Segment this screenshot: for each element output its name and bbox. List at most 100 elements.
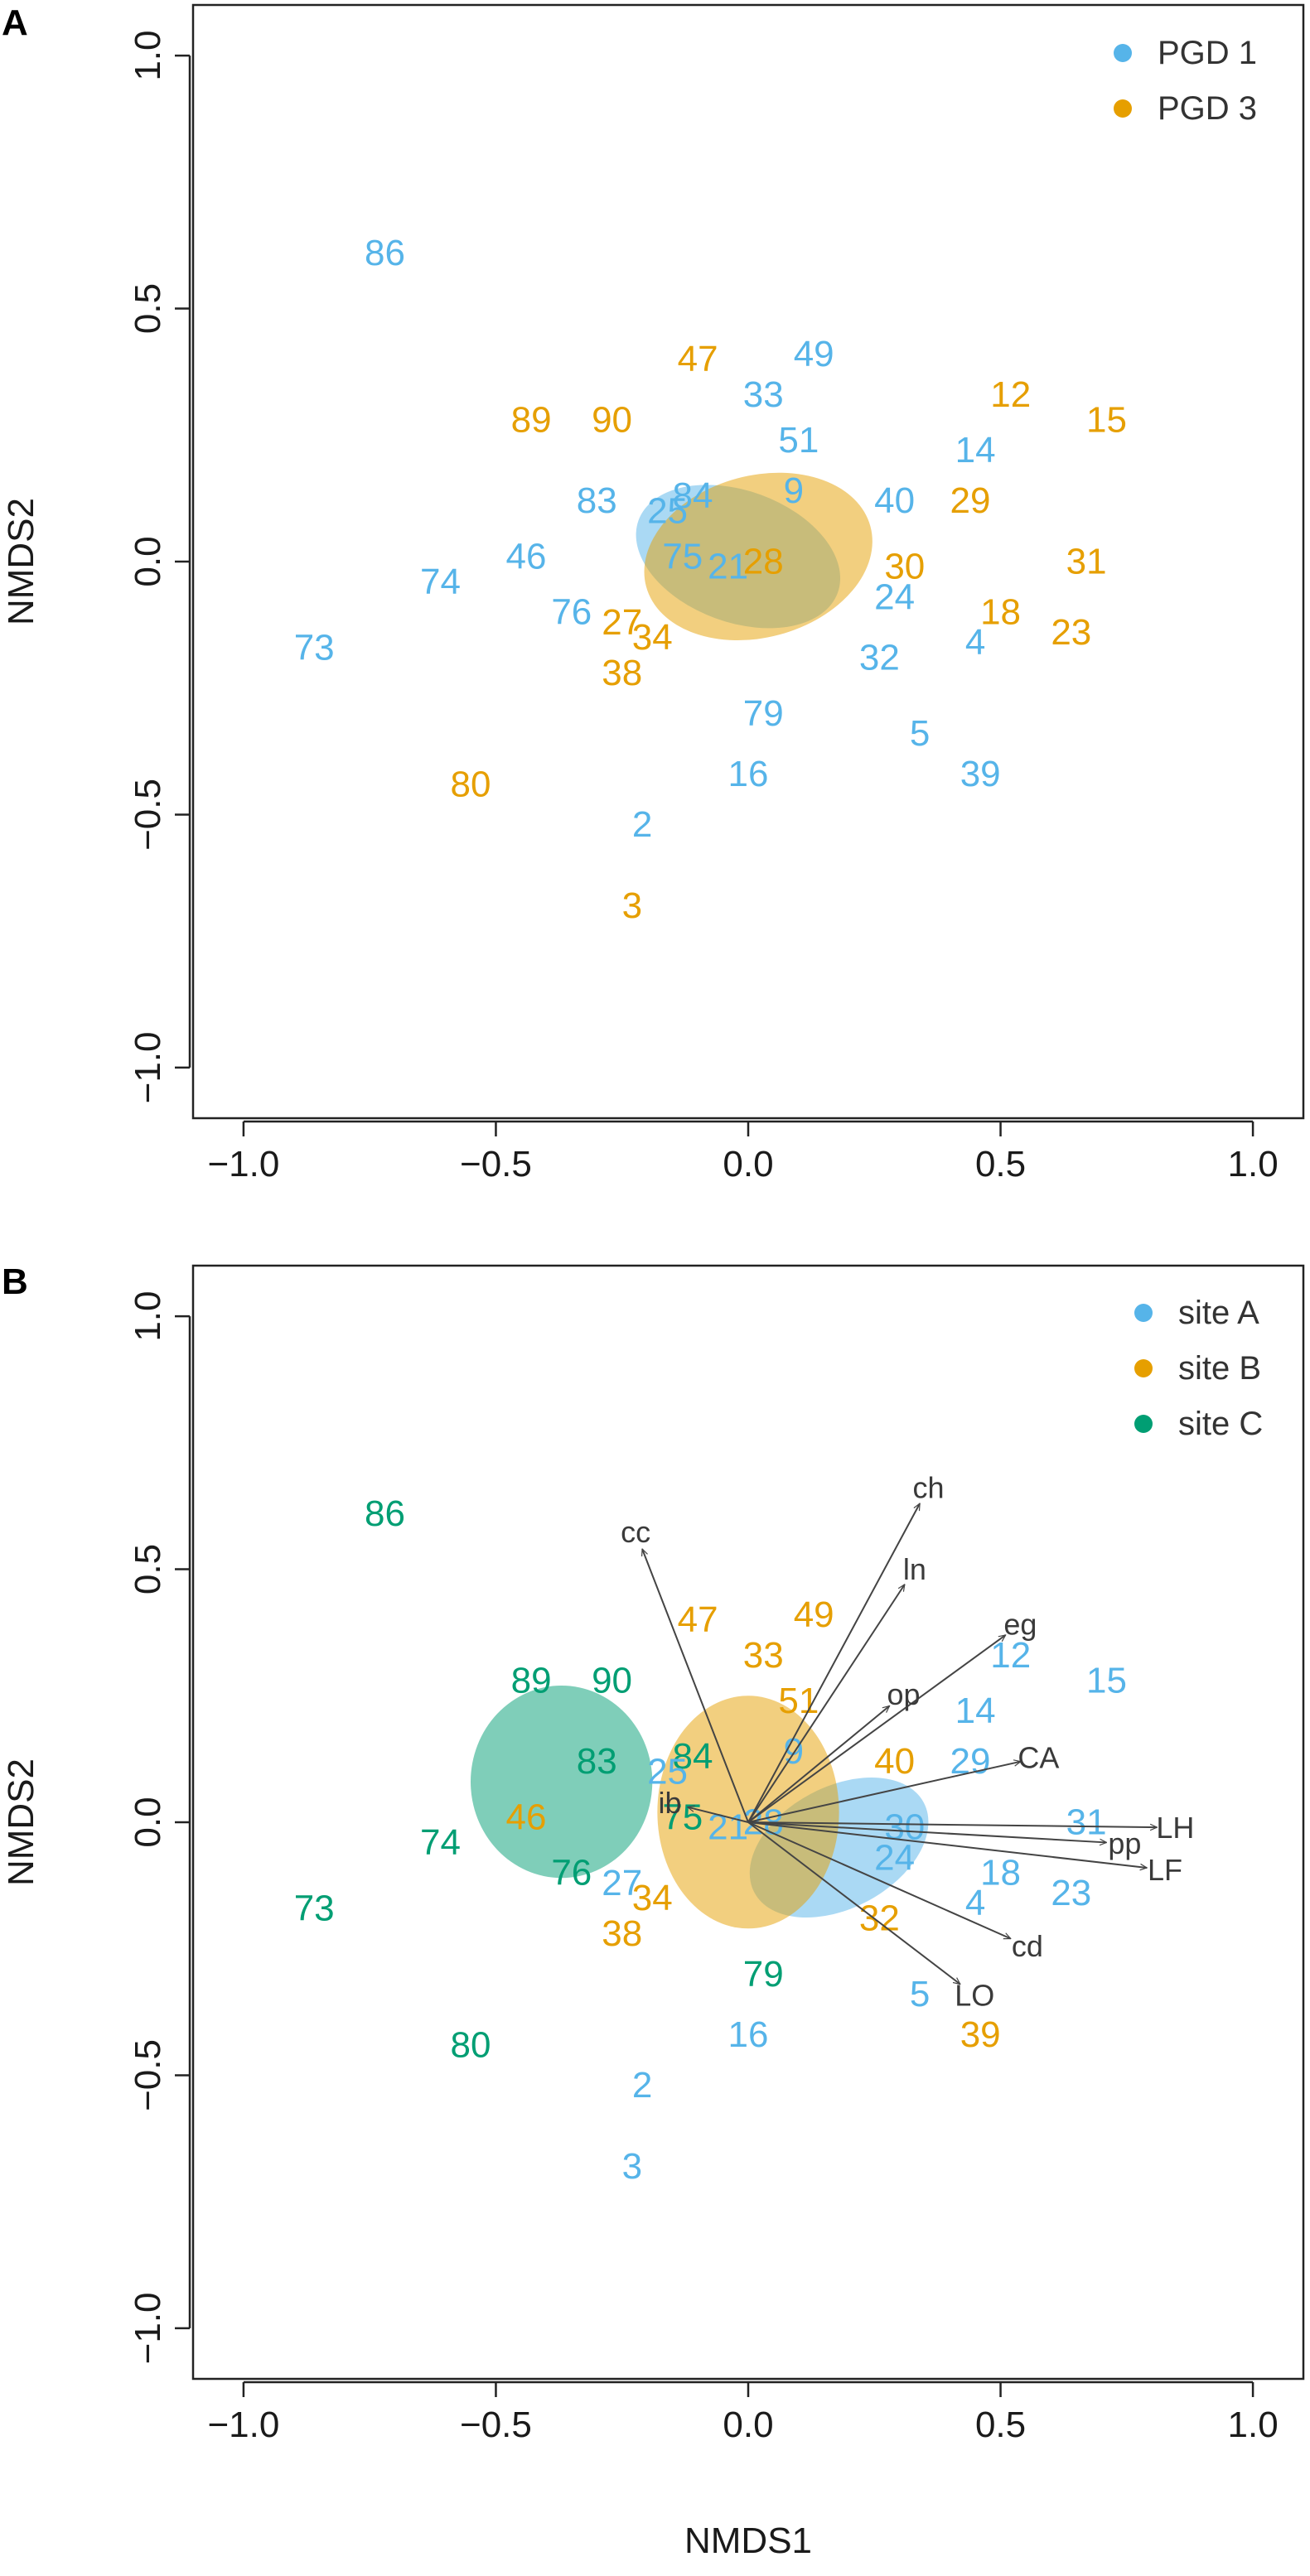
panel-a-x-tick-label: 0.5 — [975, 1144, 1026, 1184]
panel-a-x-tick-label: −0.5 — [460, 1144, 532, 1184]
panel-b-vector-label-cd: cd — [1012, 1929, 1043, 1963]
panel-a-point-23: 23 — [1051, 612, 1091, 653]
panel-a-point-27: 27 — [602, 602, 642, 643]
panel-b-vector-label-pp: pp — [1108, 1826, 1141, 1860]
panel-b-point-15: 15 — [1086, 1660, 1127, 1700]
panel-b-point-74: 74 — [420, 1822, 461, 1863]
panel-b-legend-marker-site-b — [1134, 1359, 1153, 1377]
panel-b-point-84: 84 — [673, 1736, 713, 1777]
panel-b-vector-label-ln: ln — [903, 1552, 926, 1586]
panel-a-letter: A — [2, 2, 28, 43]
panel-b-point-2: 2 — [632, 2065, 652, 2106]
panel-a-ellipses — [636, 472, 873, 641]
panel-a-y-tick-label: −0.5 — [128, 779, 168, 851]
panel-b-point-49: 49 — [794, 1594, 834, 1635]
panel-a-point-39: 39 — [960, 754, 1001, 794]
panel-a-point-16: 16 — [728, 754, 769, 794]
panel-a-point-47: 47 — [678, 339, 718, 379]
panel-a-y-tick-label: 0.0 — [128, 536, 168, 586]
panel-a-point-38: 38 — [602, 653, 642, 693]
panel-a-legend-marker-pgd-3 — [1114, 99, 1132, 118]
panel-a-point-33: 33 — [743, 374, 784, 415]
panel-a-point-31: 31 — [1066, 542, 1107, 582]
panel-b-letter: B — [2, 1261, 28, 1302]
panel-a-point-29: 29 — [950, 480, 991, 521]
panel-a-point-40: 40 — [874, 480, 915, 521]
panel-b-legend-label-site-a: site A — [1178, 1295, 1259, 1331]
panel-a-point-28: 28 — [743, 542, 784, 582]
panel-a-point-32: 32 — [859, 638, 900, 678]
panel-a-point-24: 24 — [874, 576, 915, 617]
panel-b-point-27: 27 — [602, 1863, 642, 1903]
panel-b-y-tick-label: −1.0 — [128, 2292, 168, 2364]
panel-b-point-16: 16 — [728, 2014, 769, 2055]
panel-a-point-4: 4 — [965, 622, 985, 663]
panel-a-y-tick-label: 1.0 — [128, 31, 168, 81]
panel-a-point-21: 21 — [708, 547, 748, 587]
panel-b-vector-label-LO: LO — [955, 1978, 994, 2012]
panel-a-legend-marker-pgd-1 — [1114, 44, 1132, 62]
panel-b-point-33: 33 — [743, 1635, 784, 1676]
panel-a-point-15: 15 — [1086, 399, 1127, 440]
panel-b-ellipse-site-c — [471, 1686, 653, 1879]
panel-a-point-74: 74 — [420, 562, 461, 602]
panel-b-vector-ch — [747, 1503, 921, 1823]
panel-a-y-axis: −1.0 −0.5 0.0 0.5 1.0 — [128, 31, 191, 1103]
panel-b-point-75: 75 — [662, 1797, 703, 1837]
panel-a-x-tick-label: −1.0 — [207, 1144, 279, 1184]
panel-b-vector-label-op: op — [887, 1677, 921, 1711]
panel-a-y-tick-label: −1.0 — [128, 1031, 168, 1103]
panel-a-point-5: 5 — [910, 713, 930, 754]
panel-a-point-49: 49 — [794, 334, 834, 374]
panel-b-vector-LO — [747, 1821, 960, 1984]
panel-b-point-34: 34 — [632, 1878, 673, 1918]
panel-b-x-axis-title: NMDS1 — [684, 2521, 812, 2561]
panel-b-point-40: 40 — [874, 1741, 915, 1782]
panel-b-vector-pp — [747, 1821, 1106, 1842]
panel-b-vector-eg — [747, 1635, 1006, 1823]
panel-b-vector-label-LH: LH — [1156, 1811, 1194, 1845]
panel-b-point-4: 4 — [965, 1883, 985, 1923]
panel-b-point-90: 90 — [592, 1660, 632, 1700]
panel-b-point-79: 79 — [743, 1954, 784, 1995]
panel-a-ellipse-pgd-3 — [644, 472, 873, 641]
panel-a-x-tick-label: 1.0 — [1228, 1144, 1279, 1184]
panel-b-vector-label-ib: ib — [659, 1786, 682, 1820]
panel-b-point-38: 38 — [602, 1913, 642, 1954]
panel-b-y-axis-title: NMDS2 — [1, 1758, 41, 1886]
panel-a-x-tick-label: 0.0 — [723, 1144, 773, 1184]
panel-b-point-46: 46 — [506, 1797, 547, 1837]
panel-a-point-76: 76 — [551, 592, 592, 633]
panel-b-point-18: 18 — [980, 1853, 1021, 1893]
panel-a-point-51: 51 — [778, 420, 819, 461]
panel-b-legend-marker-site-c — [1134, 1415, 1153, 1433]
panel-b-vector-cc — [642, 1549, 749, 1823]
panel-b-x-tick-label: 1.0 — [1228, 2405, 1279, 2445]
panel-b-point-5: 5 — [910, 1974, 930, 2014]
panel-b-y-tick-label: −0.5 — [128, 2039, 168, 2111]
panel-a-point-9: 9 — [784, 470, 804, 511]
panel-a-point-80: 80 — [451, 764, 491, 804]
panel-b-point-51: 51 — [778, 1681, 819, 1721]
panel-b-y-tick-label: 0.5 — [128, 1544, 168, 1594]
panel-b-x-tick-label: −0.5 — [460, 2405, 532, 2445]
panel-b-legend-label-site-b: site B — [1178, 1350, 1261, 1387]
panel-b-legend: site A site B site C — [1134, 1295, 1263, 1442]
panel-b-y-tick-label: 0.0 — [128, 1797, 168, 1847]
panel-a-point-75: 75 — [662, 536, 703, 576]
panel-a-point-90: 90 — [592, 399, 632, 440]
panel-b-vector-LH — [747, 1821, 1157, 1827]
panel-b-point-23: 23 — [1051, 1873, 1091, 1913]
panel-b-vector-ln — [747, 1585, 906, 1823]
panel-b-point-25: 25 — [647, 1751, 688, 1792]
panel-b-vector-label-cc: cc — [621, 1515, 650, 1549]
panel-a-point-34: 34 — [632, 617, 673, 658]
panel-a-point-30: 30 — [884, 547, 925, 587]
panel-b-point-31: 31 — [1066, 1802, 1107, 1843]
